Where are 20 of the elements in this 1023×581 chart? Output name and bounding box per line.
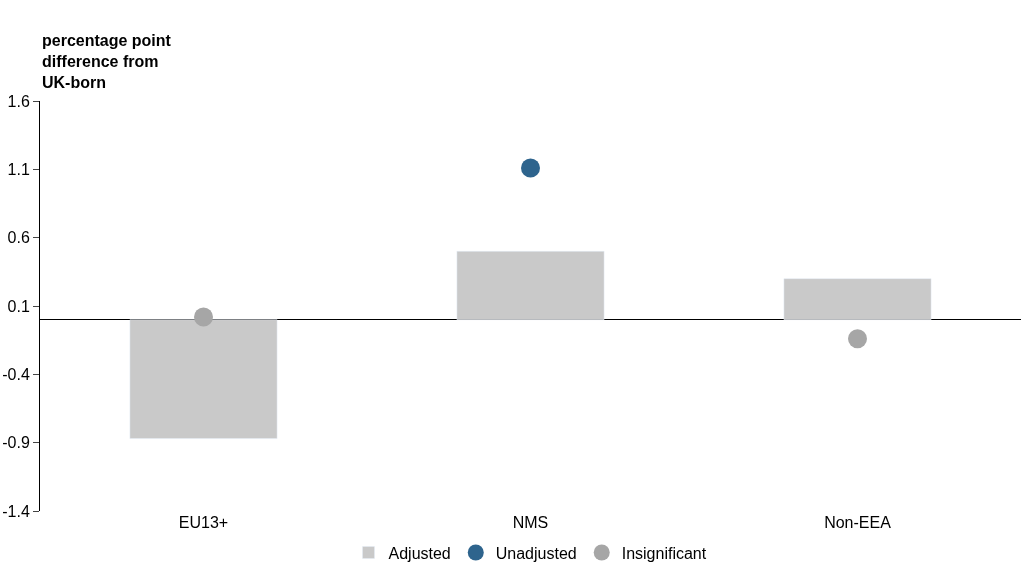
bar bbox=[129, 319, 278, 439]
bar bbox=[783, 278, 932, 320]
y-tick-label: -0.9 bbox=[2, 434, 30, 452]
y-tick-label: -0.4 bbox=[2, 365, 30, 383]
x-tick-label: EU13+ bbox=[178, 514, 229, 531]
y-tick-label: 0.1 bbox=[7, 297, 30, 315]
bar bbox=[456, 251, 605, 320]
y-axis-title: percentage point difference from UK-born bbox=[42, 32, 172, 91]
point bbox=[194, 307, 213, 327]
y-tick-label: -1.4 bbox=[2, 502, 30, 520]
point bbox=[848, 329, 867, 349]
point bbox=[521, 158, 540, 178]
y-tick-label: 1.1 bbox=[7, 160, 30, 178]
legend-label: Insignificant bbox=[621, 544, 707, 562]
x-tick-label: Non-EEA bbox=[824, 514, 892, 531]
legend-label: Adjusted bbox=[388, 544, 451, 562]
y-tick-label: 0.6 bbox=[7, 229, 30, 247]
legend-label: Unadjusted bbox=[495, 544, 577, 562]
y-tick-label: 1.6 bbox=[7, 92, 30, 110]
x-tick-label: NMS bbox=[512, 514, 549, 531]
